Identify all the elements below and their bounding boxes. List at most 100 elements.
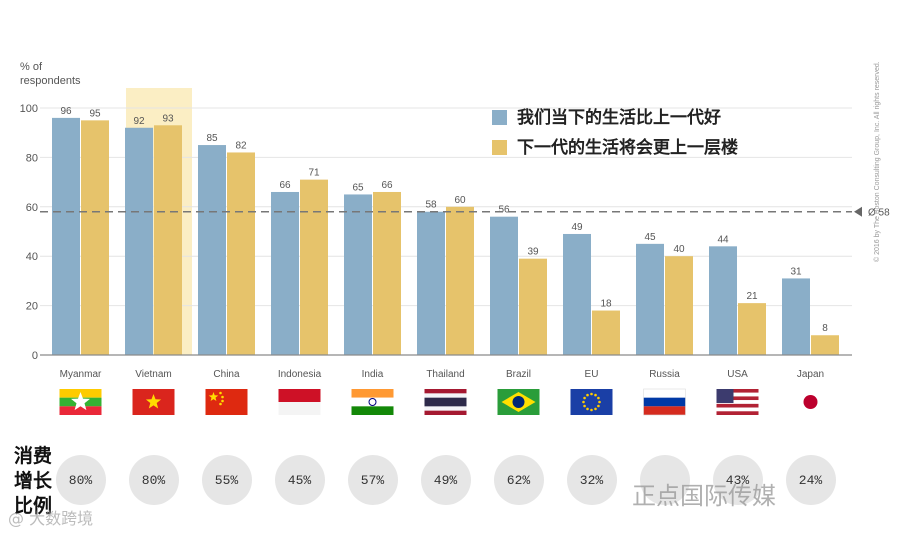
- flag-stripe: [351, 397, 394, 407]
- flag-small-star: [221, 395, 224, 399]
- flag-stripe: [643, 397, 686, 407]
- category-label-vietnam: Vietnam: [135, 369, 172, 380]
- consumption-growth-label-line2: 增长: [14, 470, 53, 492]
- flag-small-star: [219, 391, 222, 395]
- bar-label-china-s1: 85: [206, 133, 218, 144]
- bar-label-japan-s1: 31: [790, 266, 802, 277]
- bar-label-india-s2: 66: [381, 180, 393, 191]
- flag-small-star: [597, 404, 600, 408]
- bar-label-eu-s1: 49: [571, 222, 583, 233]
- flag-stripe: [716, 403, 759, 408]
- consumption-growth-label-line1: 消费: [14, 445, 53, 467]
- flag-small-star: [597, 396, 600, 400]
- bar-label-japan-s2: 8: [822, 323, 828, 334]
- bar-china-s1: [198, 145, 226, 355]
- flag-stripe: [716, 389, 759, 393]
- flag-stripe: [351, 389, 394, 398]
- flag-star: [208, 392, 219, 401]
- flag-small-star: [594, 393, 597, 397]
- bar-usa-s1: [709, 246, 737, 355]
- bar-label-eu-s2: 18: [600, 299, 612, 310]
- bar-india-s1: [344, 194, 372, 355]
- flag-star: [145, 394, 162, 409]
- bar-label-vietnam-s2: 93: [162, 113, 174, 124]
- legend-swatch-next: [492, 140, 507, 155]
- flag-stripe: [643, 406, 686, 415]
- bar-label-thailand-s1: 58: [425, 200, 437, 211]
- flag-small-star: [598, 400, 601, 404]
- bar-indonesia-s2: [300, 179, 328, 355]
- flag-chakra: [368, 398, 377, 406]
- bar-thailand-s1: [417, 211, 445, 355]
- flag-stripe: [716, 392, 759, 397]
- vietnam-flag: [132, 389, 175, 415]
- category-label-indonesia: Indonesia: [278, 369, 322, 380]
- average-marker-icon: [854, 206, 862, 217]
- growth-circle-china: 55%: [201, 455, 252, 505]
- growth-circle-indonesia: 45%: [274, 455, 325, 505]
- bar-japan-s2: [811, 335, 839, 355]
- bar-label-china-s2: 82: [235, 140, 247, 151]
- category-label-eu: EU: [585, 369, 599, 380]
- bar-myanmar-s2: [81, 120, 109, 355]
- copyright-note: © 2016 by The Boston Consulting Group, I…: [874, 61, 881, 262]
- growth-circle-vietnam: 80%: [128, 455, 179, 505]
- flag-small-star: [583, 404, 586, 408]
- flag-small-star: [590, 408, 593, 412]
- flag-field: [205, 389, 248, 415]
- y-tick-80: 80: [26, 152, 38, 164]
- flag-stripe: [716, 400, 759, 404]
- bar-china-s2: [227, 152, 255, 355]
- india-flag: [351, 389, 394, 415]
- bar-japan-s1: [782, 278, 810, 355]
- flag-stripe: [716, 407, 759, 412]
- category-label-usa: USA: [727, 369, 748, 380]
- bar-brazil-s1: [490, 216, 518, 355]
- bar-eu-s2: [592, 310, 620, 355]
- y-axis-title-line1: % of: [20, 61, 43, 73]
- china-flag: [205, 389, 248, 415]
- flag-disc: [803, 395, 818, 409]
- brazil-flag: [497, 389, 540, 415]
- bar-label-russia-s1: 45: [644, 232, 656, 243]
- flag-stripe: [716, 396, 759, 401]
- watermark-right: 正点国际传媒: [632, 482, 776, 510]
- y-tick-20: 20: [26, 301, 38, 313]
- flag-stripe: [278, 389, 321, 402]
- flag-stripe: [59, 406, 102, 415]
- flag-stripe: [278, 402, 321, 415]
- flag-star: [71, 392, 90, 411]
- flag-small-star: [583, 396, 586, 400]
- legend-swatch-current: [492, 110, 507, 125]
- growth-circle-myanmar: 80%: [55, 455, 106, 505]
- bar-label-usa-s1: 44: [717, 234, 729, 245]
- y-tick-0: 0: [32, 350, 38, 362]
- thailand-flag: [424, 389, 467, 415]
- y-tick-60: 60: [26, 202, 38, 214]
- growth-circle-brazil: 62%: [493, 455, 544, 505]
- indonesia-flag: [278, 389, 321, 415]
- y-tick-40: 40: [26, 251, 38, 263]
- bar-vietnam-s2: [154, 125, 182, 355]
- bar-label-thailand-s2: 60: [454, 195, 466, 206]
- eu-flag: [570, 389, 613, 415]
- category-label-russia: Russia: [649, 369, 680, 380]
- bar-usa-s2: [738, 303, 766, 355]
- category-label-myanmar: Myanmar: [60, 369, 102, 380]
- flag-small-star: [582, 400, 585, 404]
- flag-border: [643, 388, 686, 416]
- bar-eu-s1: [563, 233, 591, 355]
- flag-stripe: [424, 397, 467, 407]
- y-tick-100: 100: [20, 103, 38, 115]
- bar-indonesia-s1: [271, 191, 299, 355]
- category-label-thailand: Thailand: [426, 369, 464, 380]
- consumption-growth-label: 消费 增长 比例: [14, 444, 62, 519]
- flag-stripe: [351, 406, 394, 415]
- japan-flag: [796, 389, 825, 415]
- flag-small-star: [586, 393, 589, 397]
- growth-circle-eu: 32%: [566, 455, 617, 505]
- bar-label-indonesia-s1: 66: [279, 180, 291, 191]
- bar-label-usa-s2: 21: [746, 291, 758, 302]
- flag-small-star: [590, 392, 593, 396]
- growth-circle-usa: 43%: [712, 455, 763, 505]
